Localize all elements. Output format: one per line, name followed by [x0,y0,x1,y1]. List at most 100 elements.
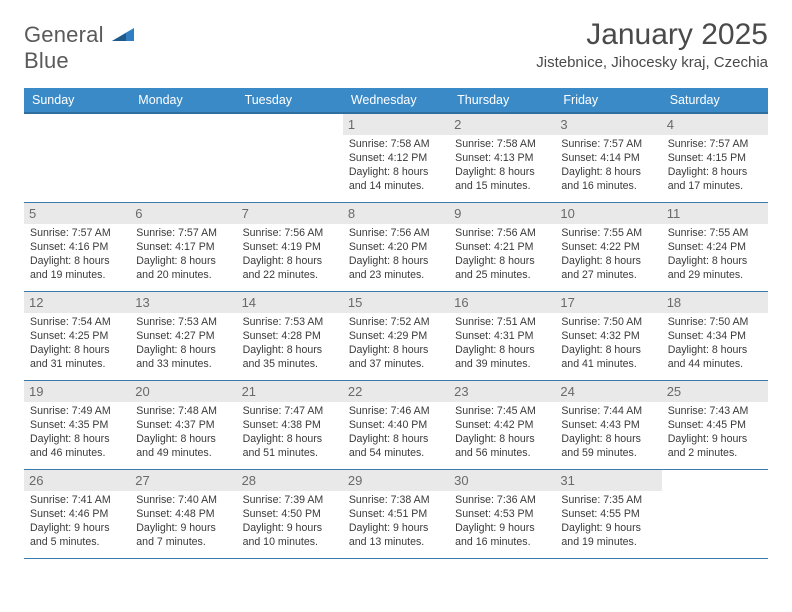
day-number: 16 [449,292,555,313]
sunset-line: Sunset: 4:29 PM [349,330,427,342]
sunrise-line: Sunrise: 7:53 AM [136,316,217,328]
day-header: Sunday [24,88,130,112]
sunrise-line: Sunrise: 7:36 AM [455,494,536,506]
sunset-line: Sunset: 4:14 PM [561,152,639,164]
day-info: Sunrise: 7:54 AMSunset: 4:25 PMDaylight:… [30,316,124,372]
week-row: ...1Sunrise: 7:58 AMSunset: 4:12 PMDayli… [24,114,768,203]
day-cell: 18Sunrise: 7:50 AMSunset: 4:34 PMDayligh… [662,292,768,380]
day-cell: 14Sunrise: 7:53 AMSunset: 4:28 PMDayligh… [237,292,343,380]
day-cell: 13Sunrise: 7:53 AMSunset: 4:27 PMDayligh… [130,292,236,380]
sunrise-line: Sunrise: 7:57 AM [136,227,217,239]
sunset-line: Sunset: 4:20 PM [349,241,427,253]
day-cell: 24 Sunrise: 7:44 AM Sunset: 4:43 PM Dayligh… [555,381,661,469]
day-info: Sunrise: 7:53 AMSunset: 4:28 PMDaylight:… [243,316,337,372]
day-number: 22 [343,381,449,402]
day-cell: 1Sunrise: 7:58 AMSunset: 4:12 PMDaylight… [343,114,449,202]
day-header: Thursday [449,88,555,112]
day-header: Friday [555,88,661,112]
day-header: Saturday [662,88,768,112]
day-number: 23 [449,381,555,402]
sunrise-line: Sunrise: 7:57 AM [668,138,749,150]
sunrise-line: Sunrise: 7:55 AM [561,227,642,239]
day-number: 7 [237,203,343,224]
daylight-line: Daylight: 8 hours and 19 minutes. [30,255,110,281]
daylight-line: Daylight: 8 hours and 33 minutes. [136,344,216,370]
daylight-line: Daylight: 8 hours and 41 minutes. [561,344,641,370]
day-cell: 19Sunrise: 7:49 AMSunset: 4:35 PMDayligh… [24,381,130,469]
day-info: Sunrise: 7:48 AMSunset: 4:37 PMDaylight:… [136,405,230,461]
week-row: 26Sunrise: 7:41 AMSunset: 4:46 PMDayligh… [24,470,768,559]
day-info: Sunrise: 7:46 AMSunset: 4:40 PMDaylight:… [349,405,443,461]
week-row: 12Sunrise: 7:54 AMSunset: 4:25 PMDayligh… [24,292,768,381]
day-cell: 17Sunrise: 7:50 AMSunset: 4:32 PMDayligh… [555,292,661,380]
day-number: 10 [555,203,661,224]
day-cell: 6 Sunrise: 7:57 AMSunset: 4:17 PMDaylight… [130,203,236,291]
day-info: Sunrise: 7:58 AMSunset: 4:13 PMDaylight:… [455,138,549,194]
sunrise-line: Sunrise: 7:57 AM [30,227,111,239]
day-cell: 30Sunrise: 7:36 AMSunset: 4:53 PMDayligh… [449,470,555,558]
day-info: Sunrise: 7:56 AMSunset: 4:20 PMDaylight:… [349,227,443,283]
sunset-line: Sunset: 4:34 PM [668,330,746,342]
day-info: Sunrise: 7:57 AMSunset: 4:15 PMDaylight:… [668,138,762,194]
daylight-line: Daylight: 9 hours and 16 minutes. [455,522,535,548]
sunset-line: Sunset: 4:12 PM [349,152,427,164]
day-cell: 3Sunrise: 7:57 AMSunset: 4:14 PMDaylight… [555,114,661,202]
sunrise-line: Sunrise: 7:50 AM [668,316,749,328]
sunrise-line: Sunrise: 7:38 AM [349,494,430,506]
daylight-line: Daylight: 9 hours and 5 minutes. [30,522,110,548]
day-number: 24 [555,381,661,402]
logo-text-wrap: General Blue [24,22,134,74]
sunrise-line: Sunrise: 7:44 AM [561,405,642,417]
sunset-line: Sunset: 4:43 PM [561,419,639,431]
daylight-line: Daylight: 8 hours and 16 minutes. [561,166,641,192]
sunset-line: Sunset: 4:38 PM [243,419,321,431]
day-cell: 20Sunrise: 7:48 AMSunset: 4:37 PMDayligh… [130,381,236,469]
day-number: 31 [555,470,661,491]
day-cell: 12Sunrise: 7:54 AMSunset: 4:25 PMDayligh… [24,292,130,380]
sunrise-line: Sunrise: 7:55 AM [668,227,749,239]
day-cell: . [662,470,768,558]
day-number: 15 [343,292,449,313]
sunset-line: Sunset: 4:40 PM [349,419,427,431]
sunset-line: Sunset: 4:48 PM [136,508,214,520]
daylight-line: Daylight: 8 hours and 39 minutes. [455,344,535,370]
sunset-line: Sunset: 4:50 PM [243,508,321,520]
day-number: 8 [343,203,449,224]
daylight-line: Daylight: 8 hours and 35 minutes. [243,344,323,370]
day-cell: 16Sunrise: 7:51 AMSunset: 4:31 PMDayligh… [449,292,555,380]
day-number: 5 [24,203,130,224]
sunset-line: Sunset: 4:27 PM [136,330,214,342]
logo-word1: General [24,22,104,47]
day-info: Sunrise: 7:57 AMSunset: 4:17 PMDaylight:… [136,227,230,283]
sunrise-line: Sunrise: 7:35 AM [561,494,642,506]
sunset-line: Sunset: 4:13 PM [455,152,533,164]
sunrise-line: Sunrise: 7:58 AM [455,138,536,150]
logo-word2: Blue [24,48,69,73]
daylight-line: Daylight: 8 hours and 56 minutes. [455,433,535,459]
day-number: 26 [24,470,130,491]
daylight-line: Daylight: 8 hours and 59 minutes. [561,433,641,459]
daylight-line: Daylight: 8 hours and 44 minutes. [668,344,748,370]
day-cell: 5 Sunrise: 7:57 AMSunset: 4:16 PMDaylight… [24,203,130,291]
day-number: 17 [555,292,661,313]
day-info: Sunrise: 7:50 AM Sunset: 4:34 PM Daylight:… [668,316,762,372]
sunrise-line: Sunrise: 7:47 AM [243,405,324,417]
sunset-line: Sunset: 4:42 PM [455,419,533,431]
sunset-line: Sunset: 4:45 PM [668,419,746,431]
sunrise-line: Sunrise: 7:40 AM [136,494,217,506]
sunset-line: Sunset: 4:25 PM [30,330,108,342]
daylight-line: Daylight: 8 hours and 14 minutes. [349,166,429,192]
day-info: Sunrise: 7:56 AMSunset: 4:19 PMDaylight:… [243,227,337,283]
day-info: Sunrise: 7:53 AM Sunset: 4:27 PM Daylight:… [136,316,230,372]
day-number: 29 [343,470,449,491]
calendar: SundayMondayTuesdayWednesdayThursdayFrid… [24,88,768,559]
sunrise-line: Sunrise: 7:52 AM [349,316,430,328]
day-info: Sunrise: 7:57 AMSunset: 4:16 PMDaylight:… [30,227,124,283]
sunrise-line: Sunrise: 7:56 AM [243,227,324,239]
day-cell: 21Sunrise: 7:47 AMSunset: 4:38 PMDayligh… [237,381,343,469]
day-info: Sunrise: 7:38 AMSunset: 4:51 PMDaylight:… [349,494,443,550]
month-title: January 2025 [536,18,768,52]
sunset-line: Sunset: 4:24 PM [668,241,746,253]
daylight-line: Daylight: 8 hours and 49 minutes. [136,433,216,459]
day-number: 6 [130,203,236,224]
